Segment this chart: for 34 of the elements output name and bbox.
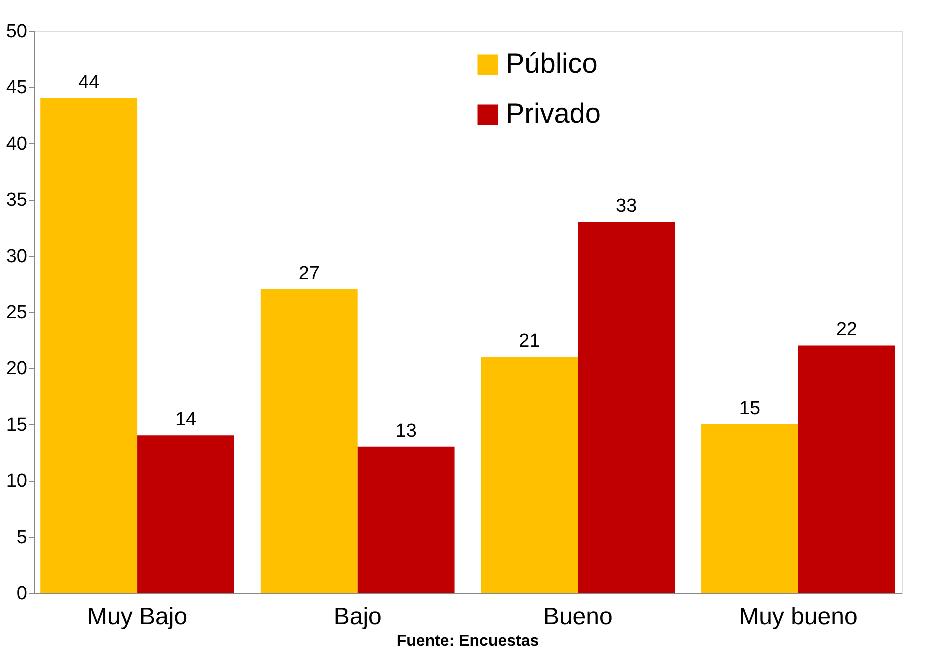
y-tick-label: 45: [6, 78, 28, 99]
x-tick-label: Muy bueno: [739, 604, 858, 630]
data-label: 33: [616, 196, 638, 218]
x-tick-label: Bueno: [543, 604, 613, 630]
bar: [578, 222, 676, 593]
x-tick-label: Muy Bajo: [88, 604, 188, 630]
bar: [138, 436, 234, 593]
data-label: 22: [836, 320, 858, 341]
data-label: 44: [78, 72, 100, 94]
data-label: 13: [396, 420, 417, 442]
legend-label: Privado: [506, 98, 601, 129]
y-tick-label: 10: [6, 471, 28, 492]
data-label: 14: [175, 410, 198, 431]
bar: [798, 346, 896, 593]
y-tick-label: 15: [6, 414, 28, 436]
bar: [40, 98, 138, 593]
bar: [260, 290, 358, 593]
data-label: 27: [298, 264, 320, 285]
y-tick-label: 50: [6, 22, 28, 42]
bar: [358, 446, 455, 593]
y-tick-label: 0: [16, 584, 28, 604]
legend-label: Público: [506, 48, 598, 79]
y-tick-label: 5: [16, 527, 28, 548]
y-tick-label: 20: [6, 358, 28, 380]
y-tick-label: 30: [6, 246, 28, 268]
bar: [702, 424, 798, 593]
source-note: Fuente: Encuestas: [396, 633, 540, 650]
y-tick-label: 25: [6, 302, 28, 324]
bar: [481, 356, 578, 593]
y-tick-label: 35: [6, 190, 28, 212]
x-tick-label: Bajo: [334, 604, 382, 630]
data-label: 21: [519, 330, 540, 352]
data-label: 15: [739, 398, 761, 420]
y-tick-label: 40: [6, 134, 28, 155]
